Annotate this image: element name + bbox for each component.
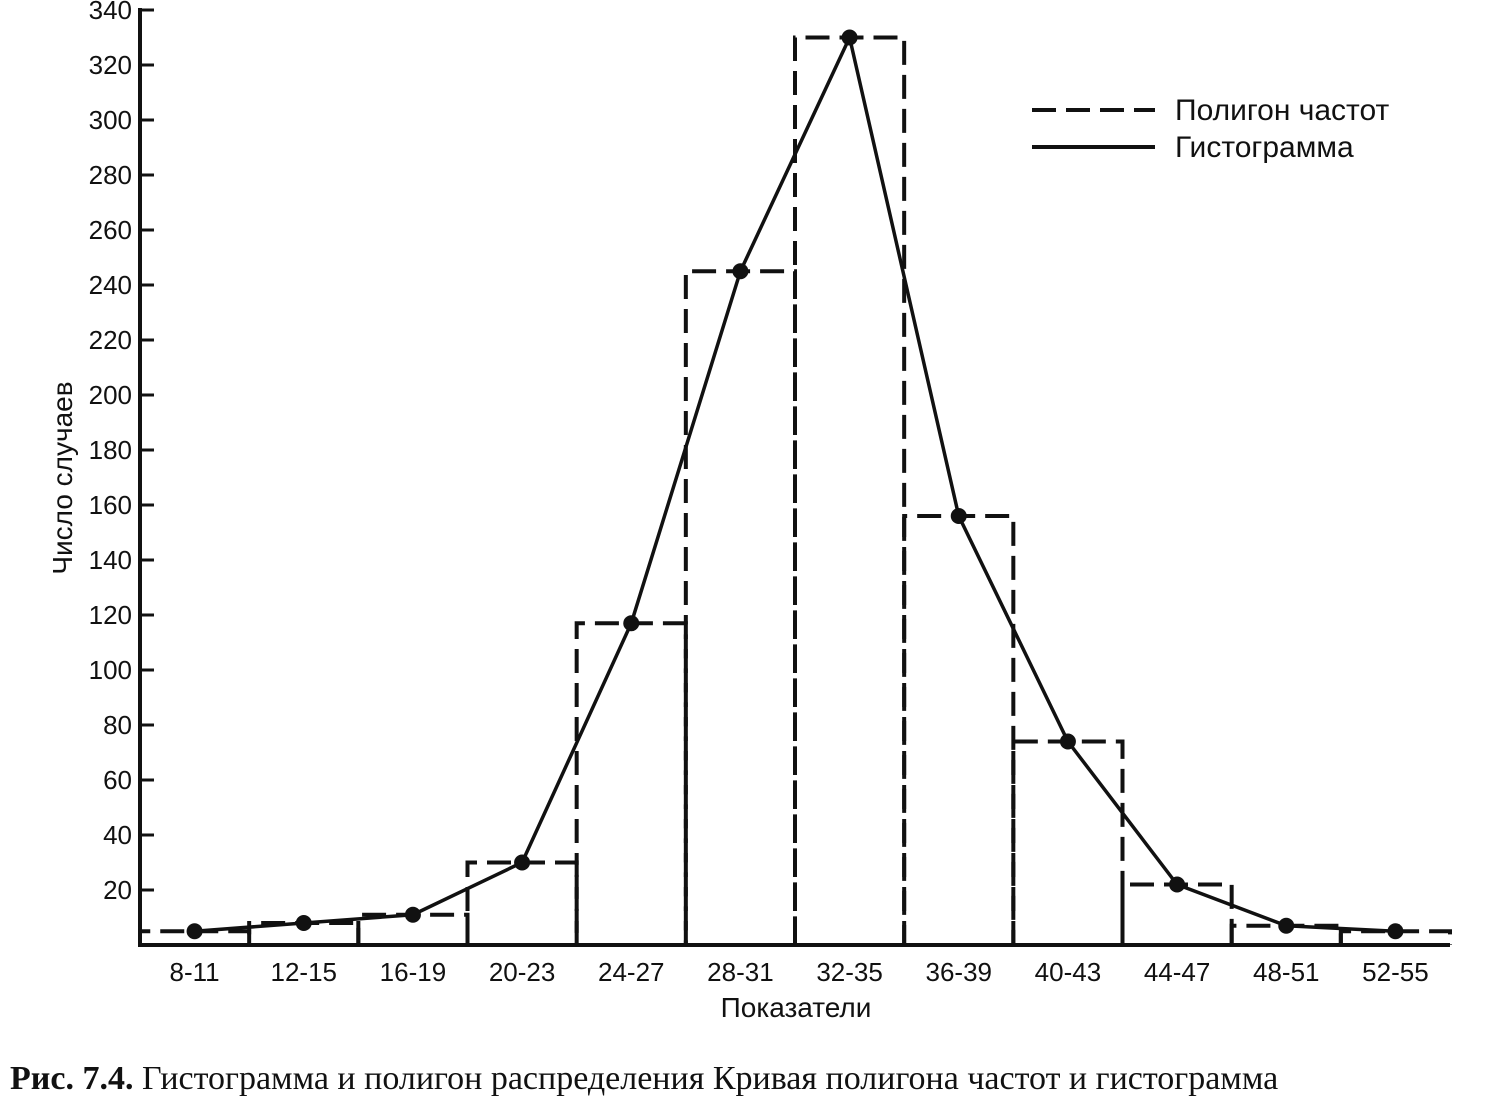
y-tick-label: 100 [89, 655, 132, 685]
y-tick-label: 280 [89, 160, 132, 190]
y-tick-label: 40 [103, 820, 132, 850]
caption-label: Рис. 7.4. [10, 1060, 134, 1097]
x-tick-label: 28-31 [707, 957, 774, 987]
data-point-8-11 [186, 923, 203, 940]
y-tick-label: 180 [89, 435, 132, 465]
chart: 20 40 60 80 100 120 140 160 180 200 220 240 260 280 30… [47, 0, 1452, 1023]
x-tick-label: 8-11 [170, 957, 220, 987]
figure-caption: Рис. 7.4. Гистограмма и полигон распреде… [10, 1060, 1500, 1098]
y-axis-ticks: 20 40 60 80 100 120 140 160 180 200 220 240 260 280 30… [89, 0, 154, 905]
data-point-20-23 [514, 854, 531, 871]
x-tick-label: 32-35 [816, 957, 883, 987]
histogram-bar-44-47 [1120, 882, 1234, 945]
y-tick-label: 260 [89, 215, 132, 245]
x-tick-label: 40-43 [1035, 957, 1102, 987]
y-tick-label: 200 [89, 380, 132, 410]
histogram-bar-24-27 [574, 621, 688, 945]
legend-label-histogram: Гистограмма [1175, 131, 1354, 164]
y-tick-label: 340 [89, 0, 132, 25]
y-tick-label: 220 [89, 325, 132, 355]
y-axis-title: Число случаев [47, 381, 78, 574]
histogram-bar-36-39 [902, 514, 1016, 945]
x-tick-label: 44-47 [1144, 957, 1211, 987]
data-point-48-51 [1278, 917, 1295, 934]
caption-text: Гистограмма и полигон распределения Крив… [133, 1060, 1279, 1097]
y-tick-label: 320 [89, 50, 132, 80]
x-tick-label: 36-39 [926, 957, 993, 987]
data-point-44-47 [1169, 876, 1186, 893]
y-tick-label: 20 [103, 875, 132, 905]
data-points [186, 29, 1404, 940]
y-tick-label: 300 [89, 105, 132, 135]
data-point-16-19 [404, 906, 421, 923]
data-point-40-43 [1059, 733, 1076, 750]
histogram-bar-20-23 [465, 860, 579, 945]
dashed-bars [138, 35, 1452, 945]
x-axis-title: Показатели [721, 992, 872, 1023]
y-tick-label: 120 [89, 600, 132, 630]
histogram-bar-28-31 [683, 269, 797, 945]
x-tick-label: 48-51 [1253, 957, 1320, 987]
y-tick-label: 60 [103, 765, 132, 795]
legend: Полигон частот Гистограмма [1032, 94, 1389, 164]
x-tick-label: 12-15 [271, 957, 338, 987]
legend-label-polygon: Полигон частот [1175, 94, 1389, 127]
y-tick-label: 140 [89, 545, 132, 575]
data-point-52-55 [1387, 923, 1404, 940]
data-point-28-31 [732, 263, 749, 280]
x-tick-label: 24-27 [598, 957, 665, 987]
data-point-36-39 [950, 508, 967, 524]
y-tick-label: 80 [103, 710, 132, 740]
data-point-24-27 [623, 615, 640, 632]
x-tick-label: 52-55 [1362, 957, 1429, 987]
solid-line [194, 35, 1396, 933]
polygon-line [194, 35, 1396, 933]
histogram-bar-40-43 [1011, 739, 1125, 945]
x-tick-label: 20-23 [489, 957, 556, 987]
data-point-12-15 [295, 915, 312, 931]
x-tick-label: 16-19 [380, 957, 447, 987]
data-point-32-35 [841, 29, 858, 46]
y-tick-label: 160 [89, 490, 132, 520]
y-tick-label: 240 [89, 270, 132, 300]
histogram-bar-32-35 [793, 35, 907, 945]
